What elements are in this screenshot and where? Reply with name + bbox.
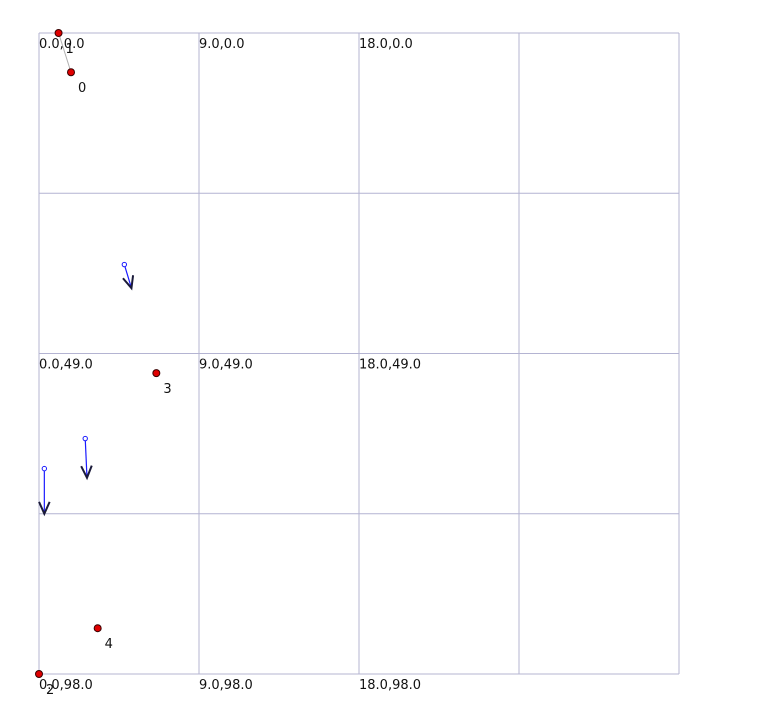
node-1: 1	[54, 29, 74, 57]
vector-origin-marker	[82, 435, 88, 442]
node-dot	[54, 29, 63, 37]
node-dot	[35, 670, 43, 678]
grid-layer	[38, 32, 680, 675]
vector-arrowhead	[122, 275, 135, 291]
node-label: 2	[46, 683, 54, 698]
coordinate-label: 18.0,49.0	[359, 358, 421, 373]
node-3: 3	[152, 369, 172, 397]
node-dot	[67, 68, 75, 77]
node-0: 0	[67, 68, 86, 96]
coordinate-label: 0.0,0.0	[39, 37, 84, 52]
node-dot	[152, 369, 161, 378]
vector-arrow-0	[121, 261, 135, 291]
coordinate-label: 9.0,49.0	[199, 358, 253, 373]
coordinate-label: 9.0,0.0	[199, 37, 244, 52]
node-layer: 0 1 2 3 4	[35, 29, 172, 698]
node-dot	[93, 624, 102, 633]
link-layer	[58, 32, 72, 73]
vector-stem	[84, 438, 88, 478]
coordinate-label: 18.0,0.0	[359, 37, 413, 52]
node-label: 3	[163, 382, 171, 397]
node-link-1-0	[58, 32, 72, 73]
vector-stem	[123, 264, 133, 289]
node-2: 2	[35, 670, 54, 698]
vector-arrowhead	[38, 501, 51, 517]
vector-arrow-2	[38, 465, 51, 517]
vector-layer	[38, 261, 135, 517]
node-label: 1	[66, 42, 74, 57]
coordinate-label-layer: 0.0,0.0 9.0,0.0 18.0,0.0 0.0,49.0 9.0,49.0 18…	[39, 37, 421, 693]
vector-arrow-1	[80, 435, 93, 481]
vector-origin-marker	[121, 261, 128, 268]
node-label: 4	[105, 637, 113, 652]
coordinate-label: 0.0,49.0	[39, 358, 93, 373]
vector-origin-marker	[41, 465, 48, 472]
node-4: 4	[93, 624, 113, 652]
coordinate-label: 9.0,98.0	[199, 678, 253, 693]
vector-arrowhead	[80, 465, 93, 481]
coordinate-label: 18.0,98.0	[359, 678, 421, 693]
node-label: 0	[78, 81, 86, 96]
coordinate-label: 0.0,98.0	[39, 678, 93, 693]
